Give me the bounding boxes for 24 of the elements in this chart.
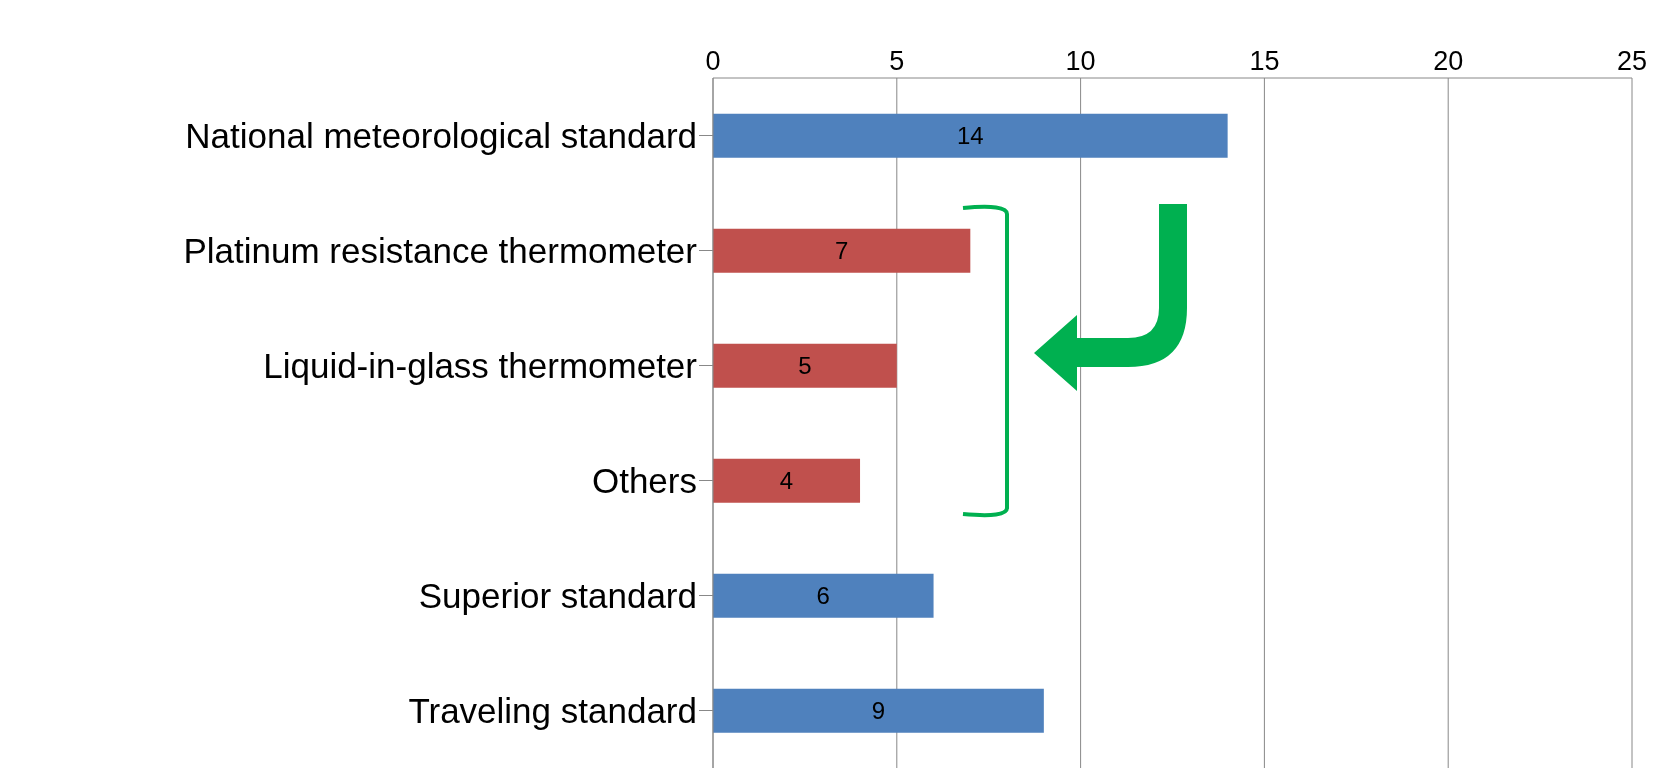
bar <box>713 113 1228 158</box>
x-tick-label: 25 <box>1616 46 1648 76</box>
x-tick-label: 5 <box>889 46 905 76</box>
y-tick-label: Liquid-in-glass thermometer <box>263 345 698 385</box>
bar <box>713 228 971 273</box>
data-label: 5 <box>798 352 812 380</box>
data-label: 6 <box>816 582 830 610</box>
y-tick-label: Superior standard <box>418 575 697 615</box>
x-tick-label: 20 <box>1433 46 1464 76</box>
bar <box>713 688 1044 733</box>
x-tick-label: 10 <box>1065 46 1096 76</box>
bar <box>713 458 861 503</box>
bar <box>713 573 934 618</box>
x-tick-label: 0 <box>705 46 721 76</box>
bar <box>713 343 897 388</box>
data-label: 4 <box>779 467 794 495</box>
y-tick-label: Others <box>591 460 697 500</box>
y-tick-label: Traveling standard <box>408 690 697 730</box>
data-label: 9 <box>871 697 886 725</box>
data-label: 14 <box>956 122 984 150</box>
y-tick-label: Platinum resistance thermometer <box>183 230 698 270</box>
x-tick-label: 15 <box>1249 46 1280 76</box>
data-label: 7 <box>834 237 849 265</box>
y-tick-label: National meteorological standard <box>185 115 697 155</box>
